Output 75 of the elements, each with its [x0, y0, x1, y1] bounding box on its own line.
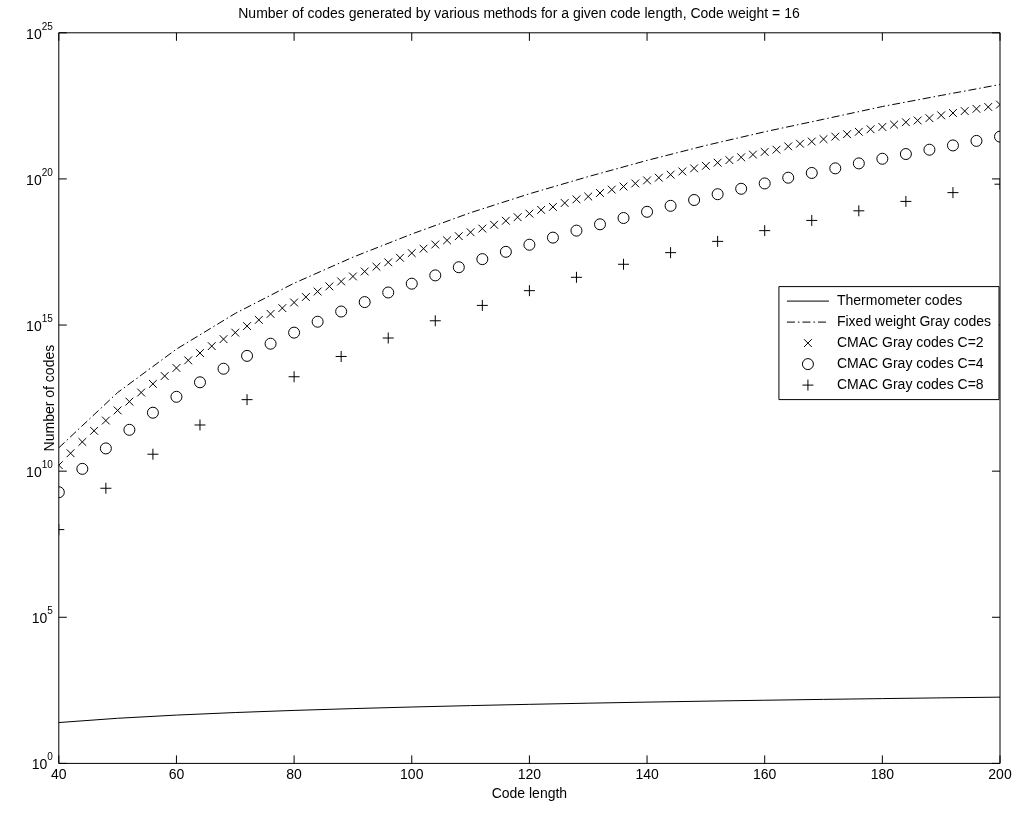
point	[146, 448, 159, 461]
point	[852, 204, 865, 217]
point	[805, 214, 818, 227]
point	[382, 286, 395, 299]
point	[476, 299, 489, 312]
point	[123, 423, 136, 436]
point	[899, 148, 912, 161]
point	[641, 205, 654, 218]
point	[241, 349, 254, 362]
point	[970, 134, 983, 147]
point	[76, 462, 89, 475]
point	[523, 238, 536, 251]
point	[429, 314, 442, 327]
point	[499, 245, 512, 258]
point	[946, 139, 959, 152]
point	[311, 315, 324, 328]
point	[711, 188, 724, 201]
x-tick-label: 160	[753, 765, 777, 782]
point	[358, 296, 371, 309]
point	[852, 157, 865, 170]
point	[429, 269, 442, 282]
point	[405, 277, 418, 290]
x-tick-label: 140	[635, 765, 659, 782]
point	[805, 166, 818, 179]
point	[664, 199, 677, 212]
point	[382, 332, 395, 345]
point	[335, 350, 348, 363]
x-tick-label: 60	[168, 765, 185, 782]
point	[923, 143, 936, 156]
point	[711, 235, 724, 248]
point	[876, 152, 889, 165]
point	[664, 246, 677, 259]
point	[476, 253, 489, 266]
legend-label: Thermometer codes	[836, 291, 963, 308]
point	[735, 182, 748, 195]
point	[946, 186, 959, 199]
x-axis-title: Code length	[491, 785, 568, 802]
x-tick-label: 120	[517, 765, 542, 782]
point	[170, 390, 183, 403]
x-tick-label: 180	[870, 765, 895, 782]
point	[193, 376, 206, 389]
point	[288, 326, 301, 339]
y-axis-title: Number of codes	[41, 344, 58, 452]
point	[264, 337, 277, 350]
point	[617, 258, 630, 271]
point	[758, 177, 771, 190]
chart-title: Number of codes generated by various methods for a given code length, Code weight = 16	[238, 5, 800, 22]
point	[758, 224, 771, 237]
point	[546, 231, 559, 244]
legend-label: CMAC Gray codes C=4	[836, 354, 984, 371]
x-tick-label: 40	[51, 765, 67, 782]
point	[570, 224, 583, 237]
point	[593, 218, 606, 231]
point	[335, 305, 348, 318]
point	[99, 442, 112, 455]
point	[523, 284, 536, 297]
point	[288, 370, 301, 383]
legend-label: Fixed weight Gray codes	[836, 312, 992, 329]
point	[99, 482, 112, 495]
point	[688, 194, 701, 206]
point	[193, 418, 206, 431]
point	[899, 195, 912, 208]
legend-label: CMAC Gray codes C=2	[836, 333, 984, 350]
point	[782, 171, 795, 184]
x-tick-label: 100	[400, 765, 424, 782]
x-tick-label: 80	[286, 765, 303, 782]
legend-label: CMAC Gray codes C=8	[836, 375, 984, 392]
point	[241, 393, 254, 406]
point	[146, 406, 159, 419]
x-tick-label: 200	[988, 765, 1012, 782]
point	[829, 162, 842, 175]
point	[617, 212, 630, 224]
point	[452, 261, 465, 274]
point	[570, 271, 583, 284]
point	[217, 362, 230, 375]
